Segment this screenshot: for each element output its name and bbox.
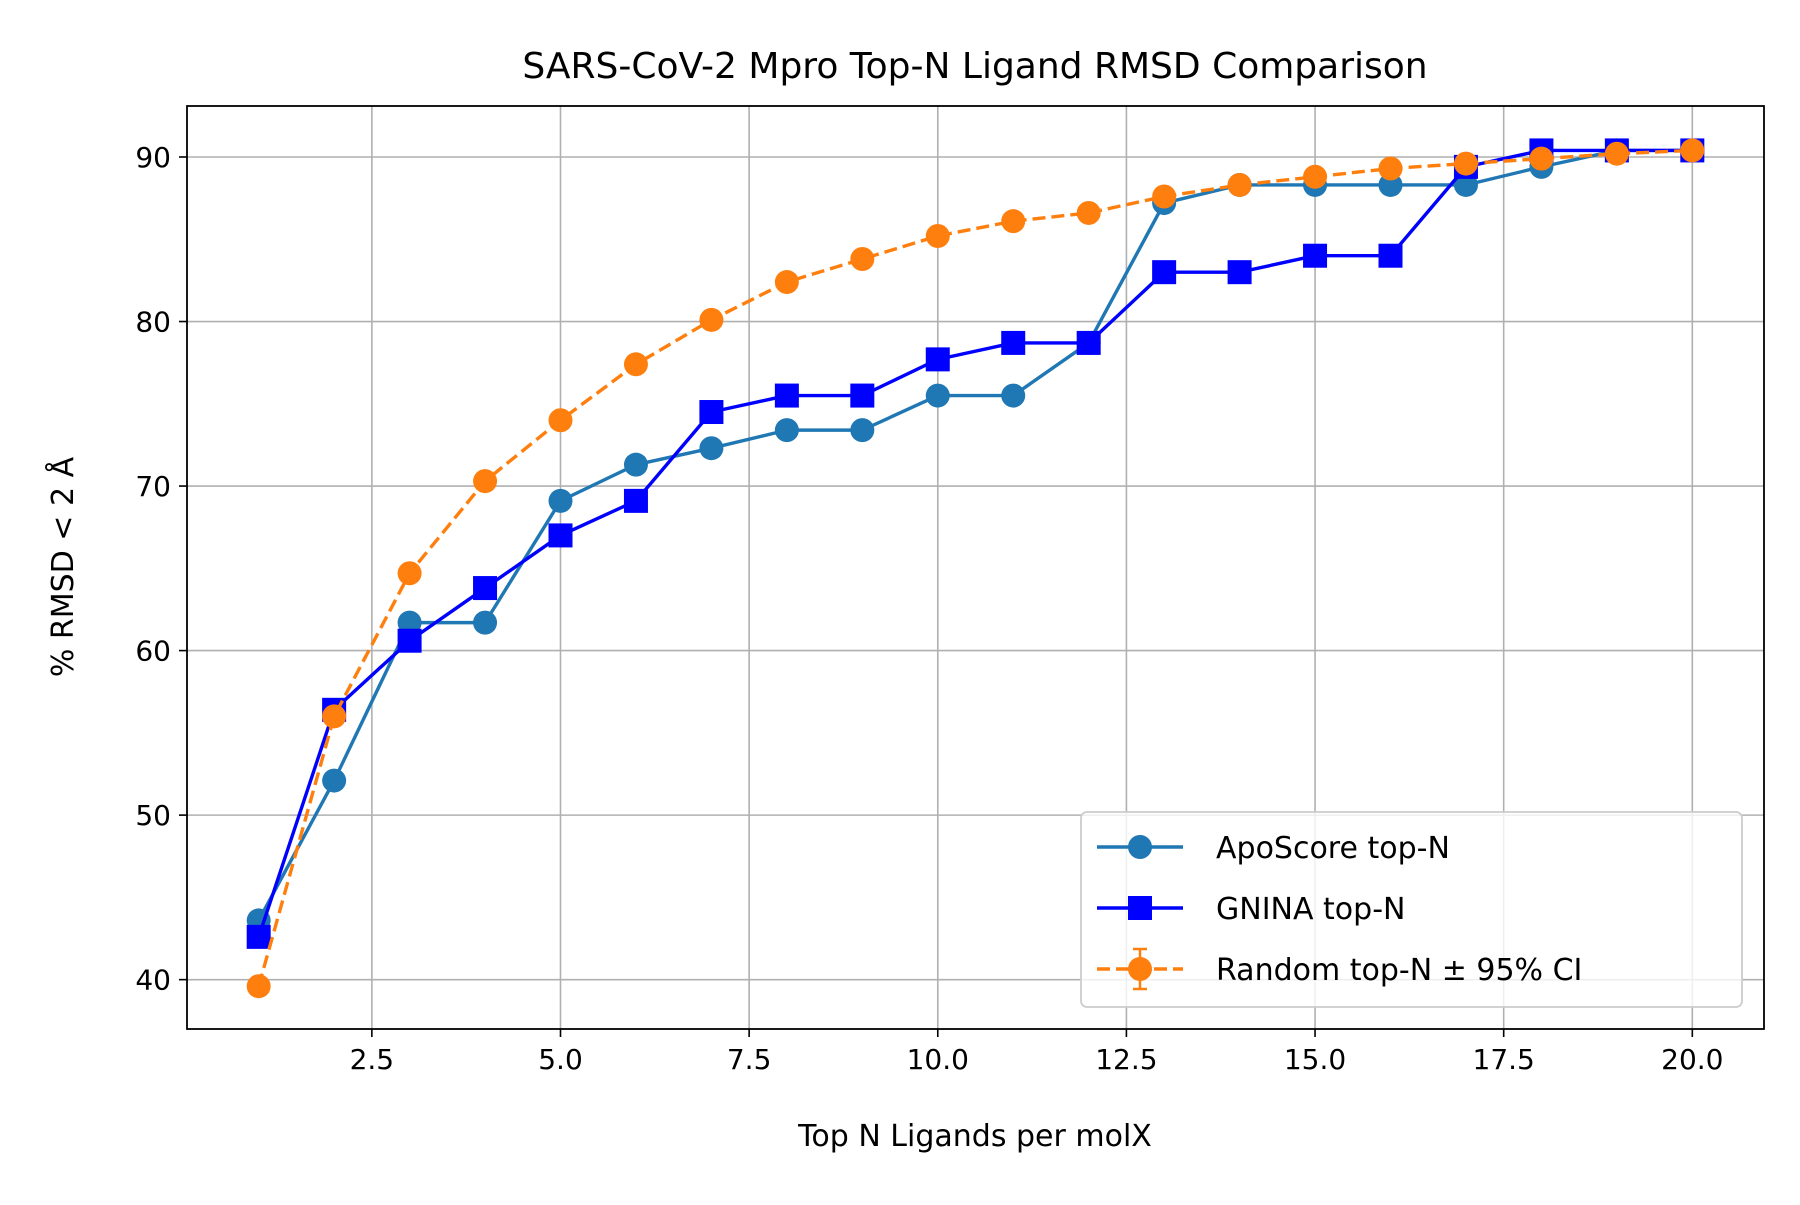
data-point: [322, 768, 347, 793]
y-axis-label: % RMSD < 2 Å: [45, 456, 81, 677]
data-point: [925, 383, 950, 408]
x-tick-label: 15.0: [1284, 1043, 1346, 1076]
x-tick-label: 7.5: [727, 1043, 772, 1076]
legend-item-gnina-top-n: GNINA top-N: [1097, 892, 1405, 927]
data-point: [397, 628, 422, 653]
y-tick-label: 40: [135, 964, 171, 997]
chart-title: SARS-CoV-2 Mpro Top-N Ligand RMSD Compar…: [522, 46, 1427, 87]
data-point: [1227, 260, 1252, 285]
data-point: [1604, 141, 1629, 166]
data-point: [548, 523, 573, 548]
legend-entries: ApoScore top-N GNINA top-N Random top-N ± …: [1097, 831, 1582, 991]
legend-label: GNINA top-N: [1216, 892, 1405, 927]
data-point: [850, 247, 875, 272]
series-line: [257, 148, 1693, 922]
legend-marker: [1128, 835, 1152, 859]
data-point: [1001, 330, 1026, 355]
series-line: [257, 148, 1693, 938]
ticks: 2.5 5.0 7.5 10.0 12.5 15.0 17.5 20.0 40 50 60 70 80 9…: [135, 141, 1723, 1076]
plot-frame: [186, 105, 1765, 1030]
data-point: [699, 400, 724, 425]
data-point: [1152, 184, 1177, 209]
data-point: [1529, 146, 1554, 171]
series-random-top-n-95-ci: [246, 138, 1705, 999]
data-point: [548, 408, 573, 433]
data-point: [1680, 138, 1705, 163]
legend-marker: [1128, 957, 1152, 981]
data-point: [1453, 151, 1478, 176]
data-point: [850, 383, 875, 408]
data-point: [246, 924, 271, 949]
data-point: [473, 610, 498, 635]
data-point: [699, 436, 724, 461]
data-point: [925, 223, 950, 248]
x-tick-label: 17.5: [1473, 1043, 1535, 1076]
y-tick-label: 50: [135, 799, 171, 832]
data-point: [1453, 172, 1478, 197]
data-point: [1001, 383, 1026, 408]
y-tick-label: 80: [135, 306, 171, 339]
x-tick-label: 10.0: [907, 1043, 969, 1076]
data-point: [1076, 200, 1101, 225]
series-line: [257, 148, 1693, 987]
legend: ApoScore top-N GNINA top-N Random top-N ± …: [1080, 811, 1743, 1008]
data-point: [548, 488, 573, 513]
legend-label: ApoScore top-N: [1216, 831, 1450, 866]
x-axis-label: Top N Ligands per molX: [797, 1119, 1152, 1154]
data-point: [1076, 330, 1101, 355]
data-point: [1152, 260, 1177, 285]
data-point: [925, 347, 950, 372]
data-point: [1378, 156, 1403, 181]
data-point: [473, 469, 498, 494]
data-point: [473, 576, 498, 601]
data-point: [397, 610, 422, 635]
y-tick-label: 70: [135, 470, 171, 503]
y-tick-label: 90: [135, 141, 171, 174]
data-point: [397, 561, 422, 586]
x-tick-label: 5.0: [538, 1043, 583, 1076]
data-point: [774, 383, 799, 408]
data-point: [1303, 164, 1328, 189]
data-point: [1378, 172, 1403, 197]
data-point: [774, 270, 799, 295]
data-point: [246, 974, 271, 999]
data-point: [1378, 243, 1403, 268]
x-tick-label: 2.5: [350, 1043, 395, 1076]
data-point: [699, 307, 724, 332]
data-point: [850, 418, 875, 443]
legend-marker: [1128, 896, 1152, 920]
x-tick-label: 20.0: [1661, 1043, 1723, 1076]
data-point: [623, 488, 648, 513]
x-tick-label: 12.5: [1095, 1043, 1157, 1076]
y-tick-label: 60: [135, 635, 171, 668]
data-point: [1303, 243, 1328, 268]
data-point: [1227, 172, 1252, 197]
legend-label: Random top-N ± 95% CI: [1216, 953, 1582, 988]
data-point: [322, 704, 347, 729]
legend-box: [1080, 811, 1743, 1008]
data-point: [623, 452, 648, 477]
data-point: [623, 352, 648, 377]
data-point: [774, 418, 799, 443]
series-layer: [246, 138, 1705, 999]
data-point: [1001, 209, 1026, 234]
legend-item-aposcore-top-n: ApoScore top-N: [1097, 831, 1450, 866]
legend-item-random-top-n-95-ci: Random top-N ± 95% CI: [1097, 947, 1582, 991]
